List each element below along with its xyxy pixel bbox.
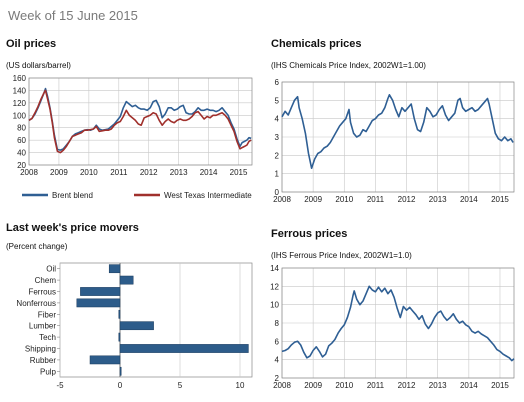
x-tick-label: 2011 — [367, 381, 385, 390]
x-tick-label: 2009 — [304, 381, 322, 390]
x-tick-label: 2013 — [429, 381, 447, 390]
plot-frame — [281, 81, 515, 193]
movers-chart: -5 0 5 10 Oil Chem Ferrous Nonferrous Fiber Lumbe… — [16, 262, 253, 390]
y-tick-label: 4 — [275, 115, 280, 124]
legend-label: West Texas Intermediate — [164, 191, 252, 200]
ferrous-chart: 2 4 6 8 10 12 14 2008 2009 2010 2011 2012 2013 2014 20… — [270, 264, 515, 390]
x-tick-label: 2010 — [335, 195, 353, 204]
oil-chart-subtitle: (US dollars/barrel) — [6, 61, 71, 70]
y-tick-label: 80 — [17, 124, 26, 133]
y-tick-label: 60 — [17, 136, 26, 145]
bar-oil — [108, 264, 121, 274]
x-tick-label: 2012 — [140, 168, 158, 177]
x-tick-label: 2012 — [398, 381, 416, 390]
y-tick-label: 10 — [270, 301, 279, 310]
x-tick-label: 2015 — [230, 168, 248, 177]
y-tick-label: 3 — [275, 133, 280, 142]
ferrous-chart-title: Ferrous prices — [271, 228, 348, 240]
series-line — [281, 94, 514, 169]
category-label: Nonferrous — [16, 299, 56, 308]
category-label: Rubber — [30, 356, 57, 365]
x-tick-label: 2008 — [273, 381, 291, 390]
x-tick-label: 2012 — [398, 195, 416, 204]
y-tick-label: 14 — [270, 264, 279, 273]
y-tick-label: 0 — [275, 188, 280, 197]
oil-chart-title: Oil prices — [6, 38, 57, 50]
bar-tech — [118, 332, 121, 342]
movers-chart-title: Last week's price movers — [6, 222, 139, 234]
x-tick-label: 2014 — [460, 195, 478, 204]
category-label: Oil — [46, 265, 56, 274]
x-tick-label: 0 — [118, 381, 123, 390]
y-tick-label: 1 — [275, 170, 280, 179]
x-tick-label: 10 — [236, 381, 245, 390]
plot-frame — [28, 77, 253, 166]
x-tick-label: 5 — [178, 381, 183, 390]
bar-shipping — [119, 344, 249, 353]
series-line — [28, 89, 252, 154]
chem-chart-subtitle: (IHS Chemicals Price Index, 2002W1=1.00) — [271, 61, 426, 70]
y-tick-label: 6 — [275, 337, 280, 346]
category-label: Chem — [35, 276, 57, 285]
y-tick-label: 20 — [17, 161, 26, 170]
x-tick-label: 2008 — [20, 168, 38, 177]
x-tick-label: 2009 — [304, 195, 322, 204]
series-line — [28, 87, 252, 151]
bar-chem — [119, 275, 134, 285]
bar-fiber — [118, 309, 121, 319]
y-tick-label: 6 — [275, 78, 280, 87]
y-tick-label: 2 — [275, 374, 280, 383]
ferrous-chart-subtitle: (IHS Ferrous Price Index, 2002W1=1.0) — [271, 251, 412, 260]
movers-chart-subtitle: (Percent change) — [6, 242, 68, 251]
x-tick-label: 2010 — [335, 381, 353, 390]
y-tick-label: 4 — [275, 356, 280, 365]
category-label: Tech — [39, 333, 56, 342]
legend-label: Brent blend — [52, 191, 93, 200]
bar-pulp — [119, 366, 122, 376]
category-label: Pulp — [40, 367, 57, 376]
x-tick-label: 2015 — [491, 195, 509, 204]
category-label: Shipping — [25, 345, 56, 354]
x-tick-label: 2014 — [460, 381, 478, 390]
x-tick-label: 2009 — [50, 168, 68, 177]
chem-chart-title: Chemicals prices — [271, 38, 362, 50]
y-tick-label: 5 — [275, 96, 280, 105]
plot-frame — [59, 262, 253, 378]
category-label: Fiber — [38, 310, 57, 319]
page-header: Week of 15 June 2015 — [8, 8, 138, 23]
plot-frame — [281, 267, 515, 379]
x-tick-label: -5 — [56, 381, 64, 390]
bar-rubber — [89, 355, 121, 365]
bar-nonferrous — [76, 298, 121, 308]
y-tick-label: 2 — [275, 151, 280, 160]
y-tick-label: 160 — [13, 74, 27, 83]
x-tick-label: 2008 — [273, 195, 291, 204]
category-label: Lumber — [29, 322, 56, 331]
bar-ferrous — [80, 287, 121, 296]
y-tick-label: 8 — [275, 319, 280, 328]
bar-lumber — [119, 321, 154, 331]
x-tick-label: 2011 — [110, 168, 128, 177]
y-tick-label: 12 — [270, 282, 279, 291]
x-tick-label: 2015 — [491, 381, 509, 390]
chem-chart: 0 1 2 3 4 5 6 2008 2009 2010 2011 2012 2013 2014 2015 — [273, 78, 515, 204]
oil-chart: 20 40 60 80 100 120 140 160 2008 2009 2010 2011 2012… — [13, 74, 253, 200]
category-label: Ferrous — [28, 288, 56, 297]
series-line — [281, 285, 515, 362]
x-tick-label: 2013 — [170, 168, 188, 177]
x-tick-label: 2011 — [367, 195, 385, 204]
y-tick-label: 140 — [13, 86, 27, 95]
y-tick-label: 120 — [13, 99, 27, 108]
x-tick-label: 2013 — [429, 195, 447, 204]
y-tick-label: 40 — [17, 149, 26, 158]
x-tick-label: 2010 — [80, 168, 98, 177]
y-tick-label: 100 — [13, 111, 27, 120]
x-tick-label: 2014 — [200, 168, 218, 177]
